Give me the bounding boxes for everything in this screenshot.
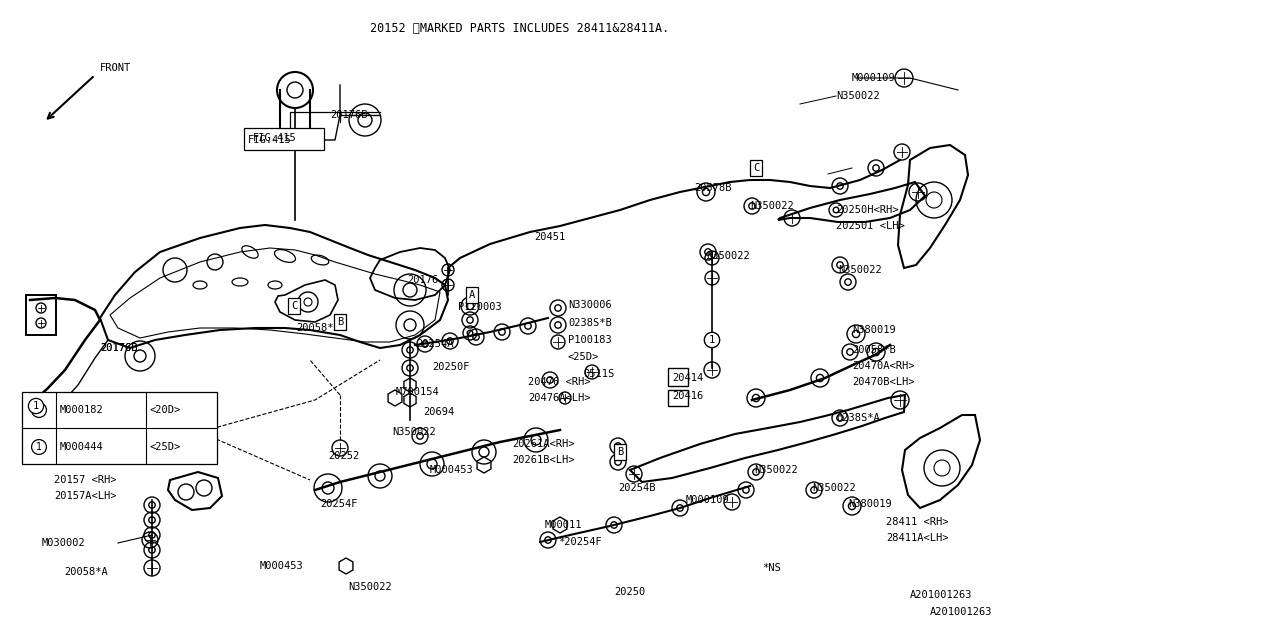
Text: 28411 <RH>: 28411 <RH> bbox=[886, 517, 948, 527]
Text: M000182: M000182 bbox=[60, 405, 104, 415]
Text: 0511S: 0511S bbox=[582, 369, 614, 379]
Text: <25D>: <25D> bbox=[150, 442, 182, 452]
Text: 20261B<LH>: 20261B<LH> bbox=[512, 455, 575, 465]
Text: 20254A: 20254A bbox=[416, 339, 453, 349]
Text: 20176B: 20176B bbox=[100, 343, 137, 353]
Text: 20470B<LH>: 20470B<LH> bbox=[852, 377, 914, 387]
Text: 1: 1 bbox=[709, 335, 716, 345]
Text: N350022: N350022 bbox=[348, 582, 392, 592]
Text: 1: 1 bbox=[36, 442, 42, 452]
Text: N350022: N350022 bbox=[836, 91, 879, 101]
FancyBboxPatch shape bbox=[668, 368, 689, 386]
Text: M000453: M000453 bbox=[260, 561, 303, 571]
Text: 20250H<RH>: 20250H<RH> bbox=[836, 205, 899, 215]
Text: N380019: N380019 bbox=[852, 325, 896, 335]
Text: 20261A<RH>: 20261A<RH> bbox=[512, 439, 575, 449]
Text: M000444: M000444 bbox=[60, 442, 104, 452]
Text: FIG.415: FIG.415 bbox=[248, 135, 292, 145]
Text: N380019: N380019 bbox=[849, 499, 892, 509]
Text: FRONT: FRONT bbox=[100, 63, 132, 73]
Text: 20176B: 20176B bbox=[330, 110, 367, 120]
Text: M000109: M000109 bbox=[852, 73, 896, 83]
Text: B: B bbox=[337, 317, 343, 327]
Text: FIG.415: FIG.415 bbox=[253, 133, 297, 143]
Text: 20578B: 20578B bbox=[694, 183, 731, 193]
Text: N350022: N350022 bbox=[392, 427, 435, 437]
Text: 1: 1 bbox=[36, 405, 42, 415]
Text: P100183: P100183 bbox=[568, 335, 612, 345]
Text: 20058*B: 20058*B bbox=[852, 345, 896, 355]
Text: 0238S*A: 0238S*A bbox=[836, 413, 879, 423]
Text: 20254B: 20254B bbox=[618, 483, 655, 493]
FancyBboxPatch shape bbox=[668, 390, 689, 406]
Text: 20058*A: 20058*A bbox=[64, 567, 108, 577]
Text: N330006: N330006 bbox=[568, 300, 612, 310]
Text: 20470A<RH>: 20470A<RH> bbox=[852, 361, 914, 371]
Text: N350022: N350022 bbox=[812, 483, 856, 493]
Text: 20250I <LH>: 20250I <LH> bbox=[836, 221, 905, 231]
Text: 20416: 20416 bbox=[672, 391, 703, 401]
Text: B: B bbox=[617, 447, 623, 457]
Text: A201001263: A201001263 bbox=[931, 607, 992, 617]
Text: C: C bbox=[291, 301, 297, 311]
Text: 20176B: 20176B bbox=[100, 343, 137, 353]
Text: 20414: 20414 bbox=[672, 373, 703, 383]
Text: 20254F: 20254F bbox=[320, 499, 357, 509]
Text: 20250: 20250 bbox=[614, 587, 645, 597]
Text: A: A bbox=[468, 290, 475, 300]
Text: A201001263: A201001263 bbox=[910, 590, 973, 600]
Text: M00011: M00011 bbox=[545, 520, 582, 530]
Text: 20694: 20694 bbox=[422, 407, 454, 417]
Text: N350022: N350022 bbox=[838, 265, 882, 275]
Text: M700154: M700154 bbox=[396, 387, 440, 397]
Text: <20D>: <20D> bbox=[150, 405, 182, 415]
Text: 1: 1 bbox=[709, 335, 716, 345]
Text: 20252: 20252 bbox=[328, 451, 360, 461]
Text: 20176: 20176 bbox=[407, 275, 438, 285]
Text: N350022: N350022 bbox=[707, 251, 750, 261]
FancyBboxPatch shape bbox=[244, 128, 324, 150]
Text: 0238S*B: 0238S*B bbox=[568, 318, 612, 328]
Text: N350022: N350022 bbox=[750, 201, 794, 211]
Text: *NS: *NS bbox=[762, 563, 781, 573]
Text: *20254F: *20254F bbox=[558, 537, 602, 547]
Text: 20152 ※MARKED PARTS INCLUDES 28411&28411A.: 20152 ※MARKED PARTS INCLUDES 28411&28411… bbox=[370, 22, 669, 35]
Text: 20157 <RH>: 20157 <RH> bbox=[54, 475, 116, 485]
Text: 20476 <RH>: 20476 <RH> bbox=[529, 377, 590, 387]
FancyBboxPatch shape bbox=[22, 392, 218, 464]
Text: 28411A<LH>: 28411A<LH> bbox=[886, 533, 948, 543]
Text: M000453: M000453 bbox=[430, 465, 474, 475]
Text: 1: 1 bbox=[33, 401, 40, 411]
Text: N350022: N350022 bbox=[754, 465, 797, 475]
Text: C: C bbox=[753, 163, 759, 173]
Text: 20451: 20451 bbox=[534, 232, 566, 242]
Text: 20157A<LH>: 20157A<LH> bbox=[54, 491, 116, 501]
Text: 20250F: 20250F bbox=[433, 362, 470, 372]
Text: M000109: M000109 bbox=[686, 495, 730, 505]
Text: 20058*A: 20058*A bbox=[296, 323, 339, 333]
Text: <25D>: <25D> bbox=[568, 352, 599, 362]
Text: M030002: M030002 bbox=[42, 538, 86, 548]
Text: P120003: P120003 bbox=[458, 302, 502, 312]
Text: 20476A<LH>: 20476A<LH> bbox=[529, 393, 590, 403]
